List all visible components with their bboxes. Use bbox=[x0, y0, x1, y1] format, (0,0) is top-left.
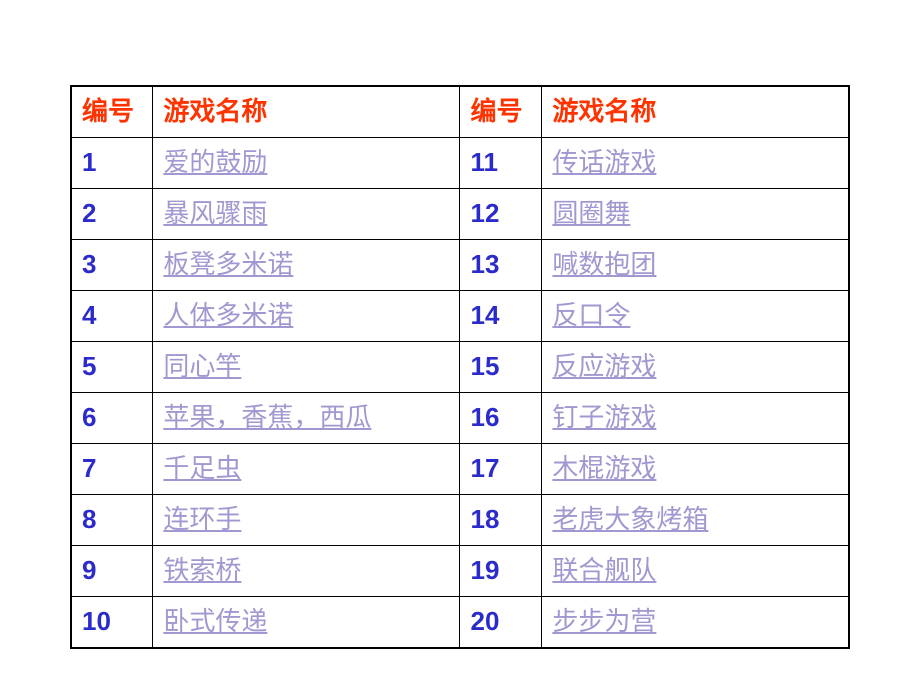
header-name-right: 游戏名称 bbox=[542, 86, 849, 138]
row-num: 16 bbox=[460, 393, 542, 444]
row-name-cell: 卧式传递 bbox=[153, 597, 460, 649]
row-name-cell: 圆圈舞 bbox=[542, 189, 849, 240]
game-link[interactable]: 卧式传递 bbox=[163, 606, 267, 636]
table-row: 4 人体多米诺 14 反口令 bbox=[71, 291, 849, 342]
game-link[interactable]: 同心竿 bbox=[163, 351, 241, 381]
game-link[interactable]: 联合舰队 bbox=[552, 555, 656, 585]
row-num: 2 bbox=[71, 189, 153, 240]
game-link[interactable]: 喊数抱团 bbox=[552, 249, 656, 279]
row-num: 4 bbox=[71, 291, 153, 342]
row-num: 15 bbox=[460, 342, 542, 393]
row-num: 13 bbox=[460, 240, 542, 291]
game-link[interactable]: 传话游戏 bbox=[552, 147, 656, 177]
row-num: 20 bbox=[460, 597, 542, 649]
row-name-cell: 联合舰队 bbox=[542, 546, 849, 597]
game-link[interactable]: 木棍游戏 bbox=[552, 453, 656, 483]
table-row: 10 卧式传递 20 步步为营 bbox=[71, 597, 849, 649]
table-header-row: 编号 游戏名称 编号 游戏名称 bbox=[71, 86, 849, 138]
table-row: 1 爱的鼓励 11 传话游戏 bbox=[71, 138, 849, 189]
game-link[interactable]: 苹果，香蕉，西瓜 bbox=[163, 402, 371, 432]
game-link[interactable]: 铁索桥 bbox=[163, 555, 241, 585]
table-row: 8 连环手 18 老虎大象烤箱 bbox=[71, 495, 849, 546]
row-name-cell: 铁索桥 bbox=[153, 546, 460, 597]
row-num: 18 bbox=[460, 495, 542, 546]
row-name-cell: 步步为营 bbox=[542, 597, 849, 649]
row-name-cell: 传话游戏 bbox=[542, 138, 849, 189]
game-link[interactable]: 千足虫 bbox=[163, 453, 241, 483]
game-link[interactable]: 爱的鼓励 bbox=[163, 147, 267, 177]
row-num: 3 bbox=[71, 240, 153, 291]
row-name-cell: 暴风骤雨 bbox=[153, 189, 460, 240]
row-name-cell: 板凳多米诺 bbox=[153, 240, 460, 291]
game-link[interactable]: 反口令 bbox=[552, 300, 630, 330]
table-row: 2 暴风骤雨 12 圆圈舞 bbox=[71, 189, 849, 240]
header-num-right: 编号 bbox=[460, 86, 542, 138]
row-name-cell: 千足虫 bbox=[153, 444, 460, 495]
table-row: 7 千足虫 17 木棍游戏 bbox=[71, 444, 849, 495]
row-num: 8 bbox=[71, 495, 153, 546]
game-link[interactable]: 反应游戏 bbox=[552, 351, 656, 381]
row-name-cell: 钉子游戏 bbox=[542, 393, 849, 444]
row-num: 11 bbox=[460, 138, 542, 189]
header-name-left: 游戏名称 bbox=[153, 86, 460, 138]
row-name-cell: 反口令 bbox=[542, 291, 849, 342]
row-name-cell: 爱的鼓励 bbox=[153, 138, 460, 189]
row-name-cell: 同心竿 bbox=[153, 342, 460, 393]
game-link[interactable]: 板凳多米诺 bbox=[163, 249, 293, 279]
table-row: 5 同心竿 15 反应游戏 bbox=[71, 342, 849, 393]
row-num: 17 bbox=[460, 444, 542, 495]
row-num: 19 bbox=[460, 546, 542, 597]
row-name-cell: 喊数抱团 bbox=[542, 240, 849, 291]
row-name-cell: 连环手 bbox=[153, 495, 460, 546]
row-num: 9 bbox=[71, 546, 153, 597]
row-num: 6 bbox=[71, 393, 153, 444]
game-link[interactable]: 老虎大象烤箱 bbox=[552, 504, 708, 534]
row-num: 12 bbox=[460, 189, 542, 240]
game-link[interactable]: 步步为营 bbox=[552, 606, 656, 636]
row-num: 7 bbox=[71, 444, 153, 495]
game-link[interactable]: 人体多米诺 bbox=[163, 300, 293, 330]
header-num-left: 编号 bbox=[71, 86, 153, 138]
table-row: 3 板凳多米诺 13 喊数抱团 bbox=[71, 240, 849, 291]
game-link[interactable]: 暴风骤雨 bbox=[163, 198, 267, 228]
row-num: 5 bbox=[71, 342, 153, 393]
game-link[interactable]: 钉子游戏 bbox=[552, 402, 656, 432]
table-row: 6 苹果，香蕉，西瓜 16 钉子游戏 bbox=[71, 393, 849, 444]
row-num: 14 bbox=[460, 291, 542, 342]
row-name-cell: 木棍游戏 bbox=[542, 444, 849, 495]
row-name-cell: 老虎大象烤箱 bbox=[542, 495, 849, 546]
games-table: 编号 游戏名称 编号 游戏名称 1 爱的鼓励 11 传话游戏 2 暴风骤雨 12… bbox=[70, 85, 850, 649]
game-link[interactable]: 圆圈舞 bbox=[552, 198, 630, 228]
row-num: 10 bbox=[71, 597, 153, 649]
row-name-cell: 苹果，香蕉，西瓜 bbox=[153, 393, 460, 444]
row-name-cell: 反应游戏 bbox=[542, 342, 849, 393]
row-name-cell: 人体多米诺 bbox=[153, 291, 460, 342]
row-num: 1 bbox=[71, 138, 153, 189]
table-row: 9 铁索桥 19 联合舰队 bbox=[71, 546, 849, 597]
game-link[interactable]: 连环手 bbox=[163, 504, 241, 534]
